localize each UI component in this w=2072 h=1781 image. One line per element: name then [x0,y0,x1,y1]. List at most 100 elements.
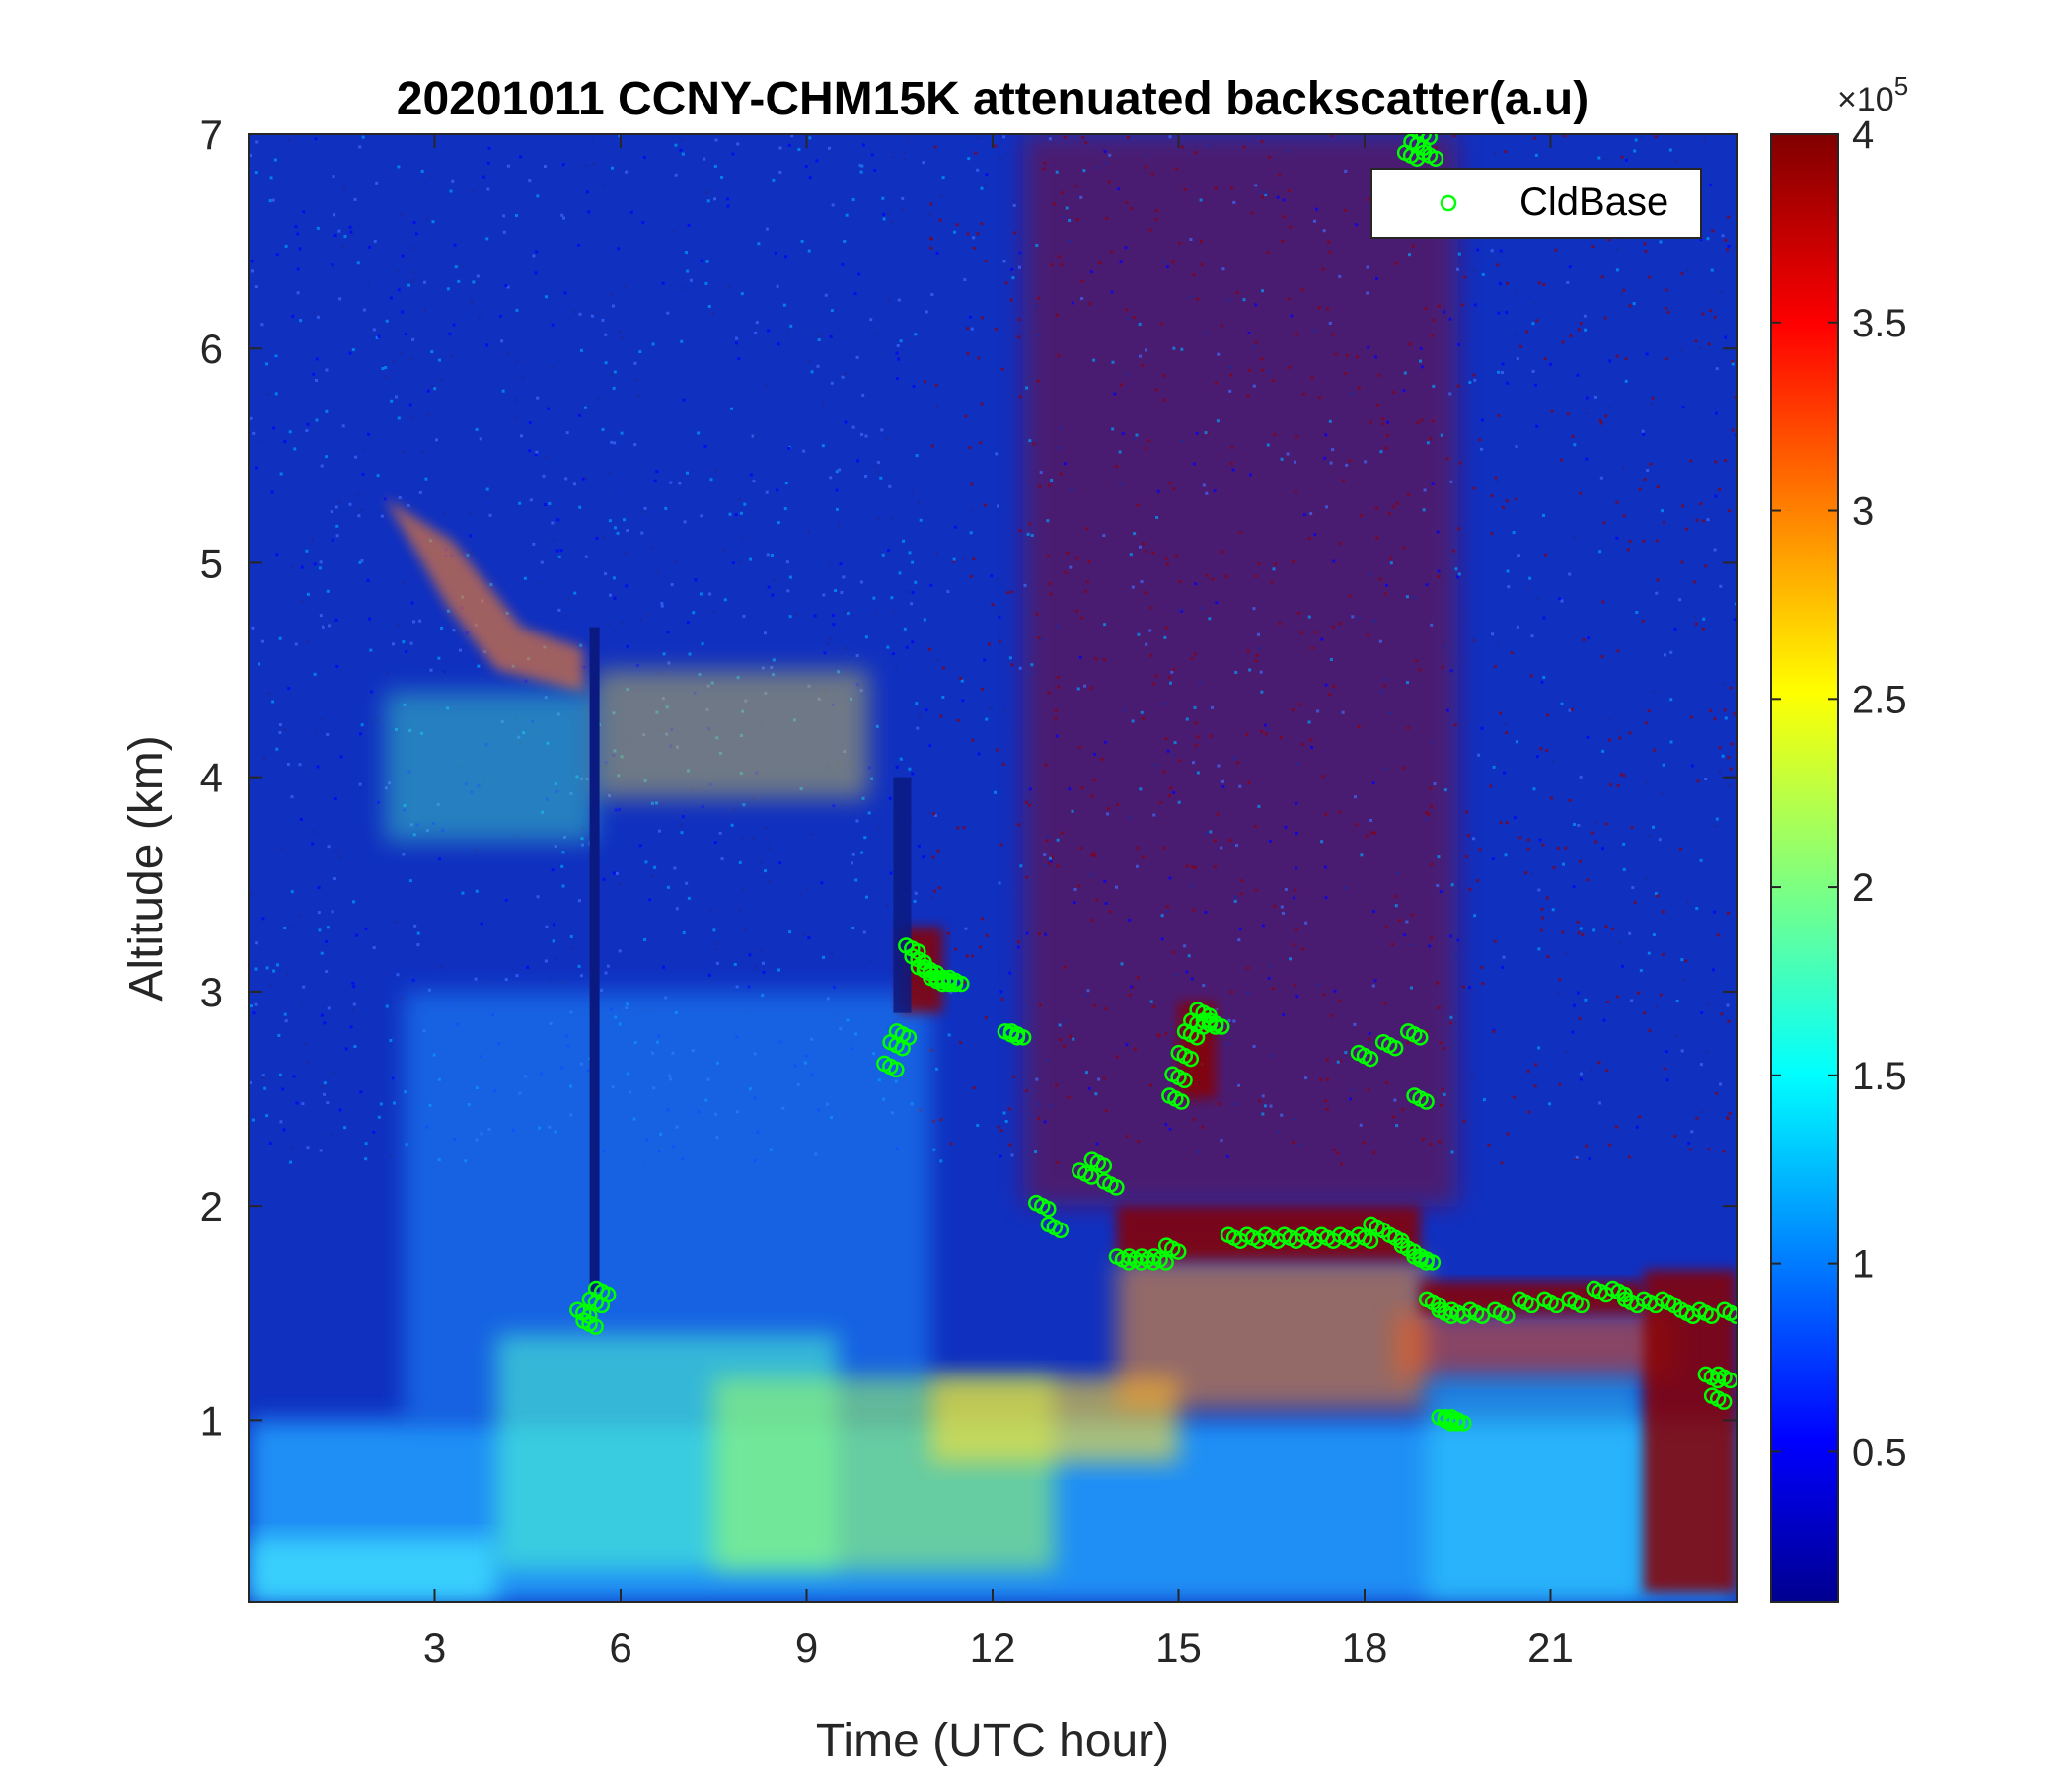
heatmap-pixel [1360,514,1364,518]
heatmap-pixel [1357,616,1361,620]
heatmap-pixel [872,596,876,600]
heatmap-pixel [1471,638,1475,642]
heatmap-pixel [1457,572,1461,576]
heatmap-pixel [590,139,594,143]
heatmap-pixel [1019,1118,1023,1122]
heatmap-pixel [502,230,506,234]
heatmap-pixel [1423,488,1427,492]
heatmap-pixel [1591,245,1595,249]
heatmap-pixel [1375,403,1379,407]
heatmap-pixel [1727,215,1731,219]
heatmap-pixel [316,315,320,319]
heatmap-pixel [1334,352,1338,356]
heatmap-pixel [1118,450,1122,454]
backscatter-heatmap [249,134,1737,1602]
heatmap-pixel [681,286,685,290]
heatmap-pixel [679,148,683,152]
heatmap-pixel [1295,995,1299,999]
heatmap-pixel [1317,306,1321,310]
heatmap-pixel [1299,1143,1303,1147]
heatmap-pixel [1681,978,1685,982]
heatmap-pixel [1480,447,1484,451]
heatmap-pixel [1560,702,1564,705]
cldbase-point [599,1286,617,1303]
heatmap-pixel [1047,861,1051,865]
heatmap-pixel [548,501,552,505]
heatmap-pixel [557,555,561,558]
heatmap-pixel [353,197,357,201]
heatmap-pixel [1507,585,1511,589]
heatmap-pixel [864,434,868,438]
heatmap-pixel [485,487,489,491]
heatmap-pixel [1092,779,1096,782]
heatmap-pixel [778,861,782,865]
heatmap-pixel [368,617,372,621]
heatmap-pixel [559,982,563,986]
heatmap-pixel [1215,1007,1219,1011]
heatmap-pixel [973,246,977,250]
heatmap-aerosol-layer [1395,1312,1675,1377]
heatmap-pixel [1038,484,1042,488]
cldbase-point [1213,1018,1230,1035]
heatmap-pixel [911,772,915,776]
heatmap-pixel [1622,514,1626,518]
heatmap-pixel [985,933,989,937]
heatmap-pixel [1607,238,1611,242]
heatmap-pixel [1045,839,1049,843]
heatmap-pixel [1601,749,1605,753]
heatmap-pixel [515,974,519,978]
y-tick-label: 5 [200,540,223,586]
heatmap-pixel [1287,297,1291,301]
heatmap-pixel [983,503,987,507]
heatmap-pixel [807,936,811,940]
heatmap-pixel [1473,268,1477,272]
heatmap-pixel [352,985,356,989]
heatmap-pixel [1008,656,1012,660]
heatmap-pixel [1645,352,1649,356]
heatmap-pixel [564,477,568,481]
colorbar-tick-label: 2 [1852,866,1874,910]
heatmap-pixel [275,553,279,557]
heatmap-pixel [295,1101,299,1105]
heatmap-pixel [515,308,519,312]
heatmap-pixel [1407,342,1411,346]
heatmap-pixel [602,877,606,881]
heatmap-pixel [1538,838,1542,842]
heatmap-pixel [1680,560,1684,564]
heatmap-pixel [835,470,839,474]
heatmap-pixel [1155,515,1159,519]
heatmap-pixel [1211,577,1215,581]
heatmap-pixel [999,157,1003,161]
heatmap-pixel [366,281,370,285]
heatmap-pixel [291,926,295,929]
heatmap-pixel [1602,1018,1606,1022]
heatmap-pixel [477,664,481,668]
heatmap-pixel [1337,810,1341,814]
heatmap-pixel [970,507,974,511]
heatmap-pixel [1344,169,1348,173]
heatmap-pixel [999,1154,1002,1158]
heatmap-pixel [1680,272,1684,276]
heatmap-pixel [858,163,862,167]
heatmap-pixel [279,1120,283,1124]
heatmap-pixel [993,790,997,794]
heatmap-pixel [1141,855,1145,859]
heatmap-pixel [1189,238,1193,242]
heatmap-pixel [1030,663,1034,667]
heatmap-pixel [1711,229,1715,233]
heatmap-pixel [928,744,932,748]
heatmap-pixel [1391,505,1395,509]
heatmap-pixel [1174,973,1178,977]
heatmap-pixel [412,270,416,274]
heatmap-pixel [1586,735,1590,739]
heatmap-pixel [341,245,345,249]
heatmap-pixel [915,702,919,705]
heatmap-pixel [753,435,757,439]
heatmap-pixel [1727,509,1731,513]
heatmap-pixel [422,309,426,313]
heatmap-pixel [1516,625,1519,629]
heatmap-pixel [1456,885,1460,889]
heatmap-pixel [1357,724,1361,728]
heatmap-pixel [331,538,334,542]
